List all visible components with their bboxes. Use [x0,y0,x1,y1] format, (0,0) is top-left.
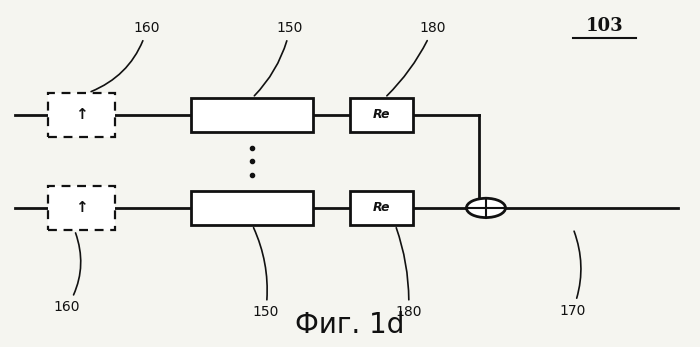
Circle shape [466,198,505,218]
Text: ↑: ↑ [75,108,88,122]
Bar [350,98,413,132]
Text: 160: 160 [91,22,160,92]
Text: Фиг. 1d: Фиг. 1d [295,311,405,339]
Bar [48,93,115,137]
Text: 160: 160 [54,233,80,314]
Text: 180: 180 [387,22,446,96]
Bar [191,98,314,132]
Bar [191,191,314,225]
Text: ↑: ↑ [75,201,88,215]
Bar [48,186,115,230]
Text: Re: Re [372,201,390,214]
Text: 150: 150 [253,228,279,319]
Text: Re: Re [372,109,390,121]
Text: 150: 150 [254,22,303,96]
Text: 103: 103 [586,17,623,35]
Text: 180: 180 [395,228,422,319]
Bar [350,191,413,225]
Text: 170: 170 [559,231,585,318]
